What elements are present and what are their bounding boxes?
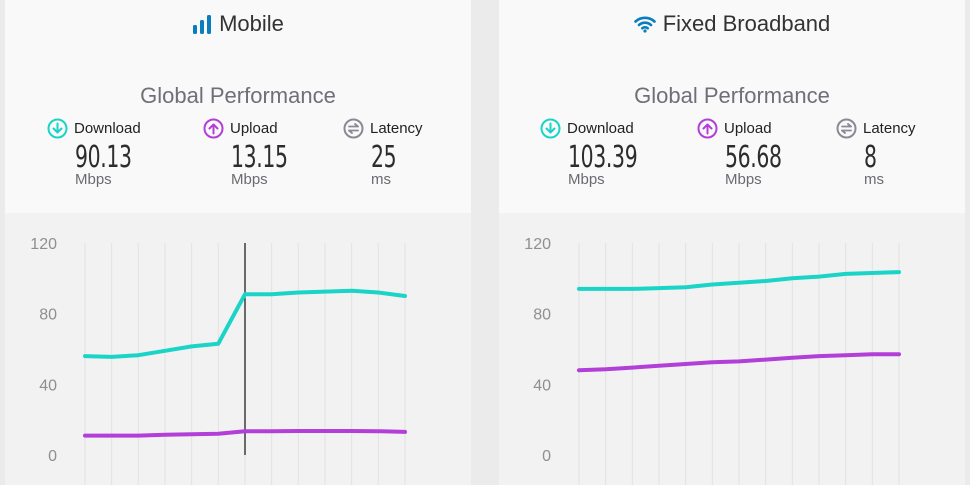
upload-circle-icon — [697, 118, 718, 139]
mobile-performance-chart[interactable]: 0 40 80 120 — [5, 213, 471, 485]
upload-circle-icon — [203, 118, 224, 139]
upload-line — [577, 352, 901, 373]
upload-value: 56.68 — [725, 140, 782, 175]
upload-unit: Mbps — [725, 171, 762, 188]
signal-bars-icon — [192, 14, 212, 34]
y-tick-label: 120 — [524, 236, 551, 253]
y-tick-label: 40 — [39, 377, 57, 394]
wifi-icon — [633, 15, 656, 33]
download-metric: Download 90.13 Mbps — [47, 117, 158, 188]
latency-unit: ms — [371, 171, 391, 188]
metric-label: Latency — [863, 119, 916, 137]
panel-title: Fixed Broadband — [662, 11, 831, 36]
metric-label: Upload — [230, 119, 278, 137]
latency-value: 8 — [864, 140, 877, 175]
latency-circle-icon — [343, 118, 364, 139]
mobile-panel: Mobile Global Performance Download 90.13… — [5, 0, 471, 485]
download-circle-icon — [540, 118, 561, 139]
metrics-row: Download 103.39 Mbps Upload 56.68 Mbps L… — [499, 117, 965, 207]
panel-header: Fixed Broadband — [499, 0, 965, 48]
y-tick-label: 120 — [30, 236, 57, 253]
download-metric: Download 103.39 Mbps — [540, 117, 670, 188]
metric-label: Download — [74, 119, 141, 137]
latency-metric: Latency 25 ms — [343, 117, 423, 188]
download-unit: Mbps — [568, 171, 605, 188]
fixed-broadband-panel: Fixed Broadband Global Performance Downl… — [499, 0, 965, 485]
download-line — [577, 270, 901, 291]
y-tick-label: 40 — [533, 377, 551, 394]
download-unit: Mbps — [75, 171, 112, 188]
y-tick-label: 0 — [542, 448, 551, 465]
global-performance-title: Global Performance — [634, 83, 830, 108]
upload-line — [83, 429, 407, 438]
panel-header: Mobile — [5, 0, 471, 48]
fixed-broadband-performance-chart[interactable]: 0 40 80 120 — [499, 213, 965, 485]
download-circle-icon — [47, 118, 68, 139]
latency-unit: ms — [864, 171, 884, 188]
y-tick-label: 0 — [48, 448, 57, 465]
upload-metric: Upload 13.15 Mbps — [203, 117, 314, 188]
global-performance-title: Global Performance — [140, 83, 336, 108]
metric-label: Download — [567, 119, 634, 137]
metric-label: Latency — [370, 119, 423, 137]
upload-metric: Upload 56.68 Mbps — [697, 117, 808, 188]
download-value: 103.39 — [568, 140, 638, 175]
metrics-row: Download 90.13 Mbps Upload 13.15 Mbps La… — [5, 117, 471, 207]
metric-label: Upload — [724, 119, 772, 137]
chart-area: 0 40 80 120 — [499, 213, 965, 485]
latency-circle-icon — [836, 118, 857, 139]
latency-metric: Latency 8 ms — [836, 117, 916, 188]
upload-unit: Mbps — [231, 171, 268, 188]
y-tick-label: 80 — [39, 307, 57, 324]
chart-area: 0 40 80 120 — [5, 213, 471, 485]
download-value: 90.13 — [75, 140, 132, 175]
upload-value: 13.15 — [231, 140, 288, 175]
latency-value: 25 — [371, 140, 397, 175]
download-line — [83, 288, 407, 359]
panel-title: Mobile — [219, 11, 284, 36]
y-tick-label: 80 — [533, 307, 551, 324]
